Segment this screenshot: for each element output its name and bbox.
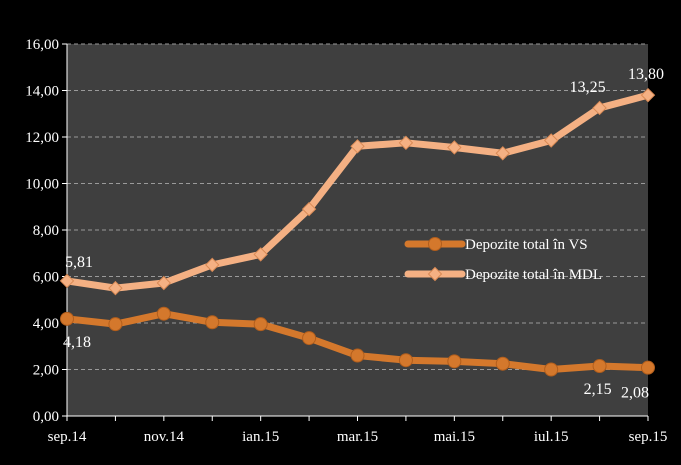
y-tick-label: 8,00 [33, 223, 59, 239]
x-tick-label: ian.15 [242, 429, 279, 445]
y-tick-label: 2,00 [33, 363, 59, 379]
data-labels: 4,18 2,15 2,08 5,81 13,25 13,80 [63, 66, 664, 401]
data-point [495, 146, 510, 161]
data-point [592, 100, 607, 116]
y-tick-label: 10,00 [25, 177, 59, 193]
data-point [253, 317, 268, 332]
y-tick-label: 14,00 [25, 84, 59, 100]
data-point [495, 356, 510, 371]
legend-label: Depozite total în MDL [465, 267, 602, 283]
data-point [156, 306, 171, 321]
data-point [205, 315, 220, 330]
data-point [592, 359, 607, 374]
data-point [640, 87, 656, 103]
data-label: 13,80 [628, 66, 664, 83]
series-layer [59, 87, 656, 377]
data-point [447, 354, 462, 369]
legend-label: Depozite total în VS [465, 237, 588, 253]
x-tick-label: mai.15 [434, 429, 475, 445]
data-point [108, 280, 123, 296]
data-point [60, 311, 74, 326]
data-point [398, 135, 414, 151]
gridlines [67, 43, 648, 370]
legend: Depozite total în VS Depozite total în MD… [404, 237, 602, 283]
y-tick-label: 0,00 [33, 409, 59, 425]
y-tick-label: 6,00 [33, 270, 59, 286]
data-point [156, 275, 172, 291]
data-point [301, 201, 317, 217]
data-point [398, 353, 413, 368]
y-tick-label: 16,00 [25, 37, 59, 53]
data-point [205, 257, 220, 273]
x-axis-tick-labels: sep.14 nov.14 ian.15 mar.15 mai.15 iul.15 sep.… [48, 429, 668, 445]
legend-marker [427, 266, 443, 282]
data-point [641, 360, 655, 375]
legend-marker [428, 237, 442, 251]
y-tick-label: 12,00 [25, 130, 59, 146]
y-tick-label: 4,00 [33, 316, 59, 332]
data-point [59, 273, 75, 289]
data-label: 2,15 [584, 381, 612, 398]
x-tick-label: nov.14 [144, 429, 185, 445]
data-point [543, 133, 559, 148]
data-point [544, 362, 559, 377]
x-tick-label: sep.14 [48, 429, 87, 445]
data-label: 5,81 [65, 254, 93, 271]
data-point [108, 317, 123, 332]
x-tick-label: iul.15 [534, 429, 569, 445]
y-axis-tick-labels: 0,00 2,00 4,00 6,00 8,00 10,00 12,00 14,00 16,00 [25, 37, 59, 425]
legend-item: Depozite total în MDL [404, 266, 602, 283]
data-point [350, 348, 365, 363]
series-2 [59, 87, 656, 296]
data-point [302, 331, 317, 346]
data-label: 2,08 [621, 385, 649, 402]
data-point [447, 140, 462, 155]
series-1 [60, 306, 655, 377]
data-label: 4,18 [63, 334, 91, 351]
legend-item: Depozite total în VS [404, 237, 588, 253]
x-tick-label: sep.15 [629, 429, 668, 445]
data-label: 13,25 [570, 79, 606, 96]
data-point [253, 247, 268, 262]
x-tick-label: mar.15 [337, 429, 378, 445]
data-point [350, 139, 365, 154]
